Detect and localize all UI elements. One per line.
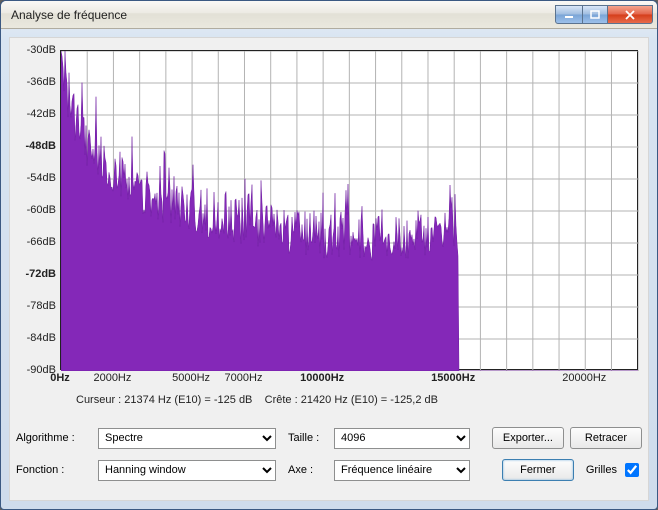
y-tick-label: -60dB	[27, 204, 56, 216]
x-tick-label: 10000Hz	[300, 372, 344, 384]
x-tick-label: 20000Hz	[562, 372, 606, 384]
x-tick-label: 0Hz	[50, 372, 70, 384]
spectrum-svg	[61, 51, 639, 371]
x-tick-label: 5000Hz	[172, 372, 210, 384]
cursor-readout: Curseur : 21374 Hz (E10) = -125 dB	[76, 394, 252, 406]
grids-checkbox[interactable]	[625, 463, 639, 477]
y-tick-label: -54dB	[27, 172, 56, 184]
dialog-window: Analyse de fréquence -30dB -36dB -42dB -48d…	[0, 0, 658, 510]
plot-area: -30dB -36dB -42dB -48dB -54dB -60dB -66dB -72dB…	[16, 44, 642, 414]
algorithm-label: Algorithme :	[16, 432, 92, 444]
grids-label: Grilles	[586, 464, 617, 476]
x-axis-labels: 0Hz2000Hz5000Hz7000Hz10000Hz15000Hz20000…	[60, 372, 638, 388]
spectrum-plot[interactable]	[60, 50, 638, 370]
titlebar[interactable]: Analyse de fréquence	[1, 1, 657, 29]
axis-label: Axe :	[282, 464, 328, 476]
y-tick-label: -30dB	[27, 44, 56, 56]
y-tick-label: -36dB	[27, 76, 56, 88]
dialog-content: -30dB -36dB -42dB -48dB -54dB -60dB -66dB -72dB…	[9, 37, 649, 501]
controls-panel: Algorithme : Spectre Taille : 4096 Expor…	[16, 422, 642, 494]
close-dialog-button[interactable]: Fermer	[502, 459, 574, 481]
y-tick-label: -66dB	[27, 236, 56, 248]
x-tick-label: 15000Hz	[431, 372, 475, 384]
function-select[interactable]: Hanning window	[98, 460, 276, 481]
size-label: Taille :	[282, 432, 328, 444]
algorithm-select[interactable]: Spectre	[98, 428, 276, 449]
window-title: Analyse de fréquence	[11, 8, 556, 22]
minimize-button[interactable]	[555, 5, 583, 24]
retrace-button[interactable]: Retracer	[570, 427, 642, 449]
axis-select[interactable]: Fréquence linéaire	[334, 460, 470, 481]
y-tick-label: -78dB	[27, 300, 56, 312]
export-button[interactable]: Exporter...	[492, 427, 564, 449]
close-button[interactable]	[607, 5, 653, 24]
y-tick-label: -84dB	[27, 332, 56, 344]
x-tick-label: 7000Hz	[225, 372, 263, 384]
y-tick-label: -48dB	[25, 140, 56, 152]
y-axis-labels: -30dB-36dB-42dB-48dB-54dB-60dB-66dB-72dB…	[16, 50, 58, 370]
function-label: Fonction :	[16, 464, 92, 476]
y-tick-label: -42dB	[27, 108, 56, 120]
status-line: Curseur : 21374 Hz (E10) = -125 dB Crête…	[76, 394, 438, 406]
maximize-button[interactable]	[582, 5, 608, 24]
peak-readout: Crête : 21420 Hz (E10) = -125,2 dB	[265, 394, 438, 406]
y-tick-label: -72dB	[25, 268, 56, 280]
x-tick-label: 2000Hz	[93, 372, 131, 384]
size-select[interactable]: 4096	[334, 428, 470, 449]
